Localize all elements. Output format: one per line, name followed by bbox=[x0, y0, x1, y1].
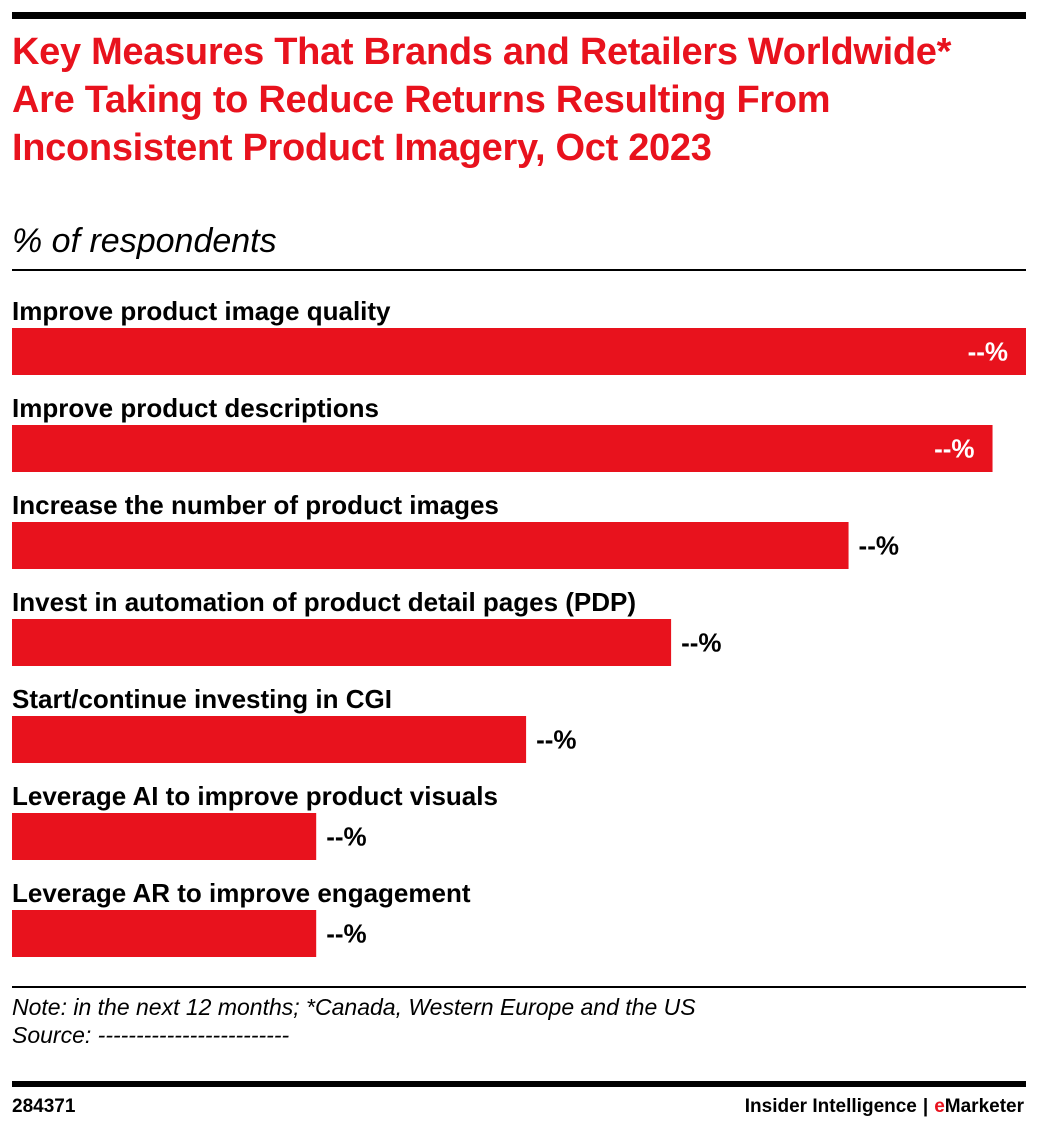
branding: Insider Intelligence | eMarketer bbox=[745, 1096, 1024, 1118]
chart-subtitle: % of respondents bbox=[12, 222, 277, 260]
source-text: Source: ------------------------- bbox=[12, 1022, 290, 1048]
category-label: Start/continue investing in CGI bbox=[12, 684, 392, 714]
category-label: Improve product image quality bbox=[12, 296, 391, 326]
bar-row: Start/continue investing in CGI --% bbox=[12, 684, 577, 763]
bar-row: Leverage AI to improve product visuals --… bbox=[12, 781, 498, 860]
category-label: Leverage AR to improve engagement bbox=[12, 878, 471, 908]
value-label: --% bbox=[968, 337, 1008, 367]
footer-rule bbox=[12, 1081, 1026, 1087]
brand-separator: | bbox=[922, 1096, 929, 1117]
header-divider bbox=[12, 269, 1026, 271]
value-label: --% bbox=[859, 531, 899, 561]
category-label: Improve product descriptions bbox=[12, 393, 379, 423]
value-label: --% bbox=[536, 725, 576, 755]
note-text: Note: in the next 12 months; *Canada, We… bbox=[12, 994, 696, 1020]
bar bbox=[12, 716, 527, 763]
category-label: Invest in automation of product detail p… bbox=[12, 587, 636, 617]
top-rule bbox=[12, 12, 1026, 19]
bar-row: Improve product image quality --% bbox=[12, 296, 1026, 375]
category-label: Increase the number of product images bbox=[12, 490, 499, 520]
category-label: Leverage AI to improve product visuals bbox=[12, 781, 498, 811]
bar bbox=[12, 619, 672, 666]
bar-row: Leverage AR to improve engagement --% bbox=[12, 878, 471, 957]
value-label: --% bbox=[934, 434, 974, 464]
value-label: --% bbox=[681, 628, 721, 658]
value-label: --% bbox=[326, 822, 366, 852]
bar bbox=[12, 425, 993, 472]
note-divider bbox=[12, 986, 1026, 988]
bar bbox=[12, 328, 1026, 375]
brand-primary: Insider Intelligence bbox=[744, 1096, 917, 1117]
brand-e: e bbox=[934, 1096, 945, 1117]
value-label: --% bbox=[326, 919, 366, 949]
bar-chart: Improve product image quality--%Improve … bbox=[12, 296, 1026, 957]
chart-notes: Note: in the next 12 months; *Canada, We… bbox=[12, 993, 696, 1049]
bar bbox=[12, 813, 317, 860]
bar-row: Invest in automation of product detail p… bbox=[12, 587, 722, 666]
bar-row: Increase the number of product images --% bbox=[12, 490, 899, 569]
chart-title: Key Measures That Brands and Retailers W… bbox=[12, 31, 952, 169]
bar-row: Improve product descriptions --% bbox=[12, 393, 993, 472]
brand-rest: Marketer bbox=[944, 1096, 1024, 1117]
bar bbox=[12, 522, 849, 569]
chart-id: 284371 bbox=[12, 1096, 76, 1117]
bar bbox=[12, 910, 317, 957]
